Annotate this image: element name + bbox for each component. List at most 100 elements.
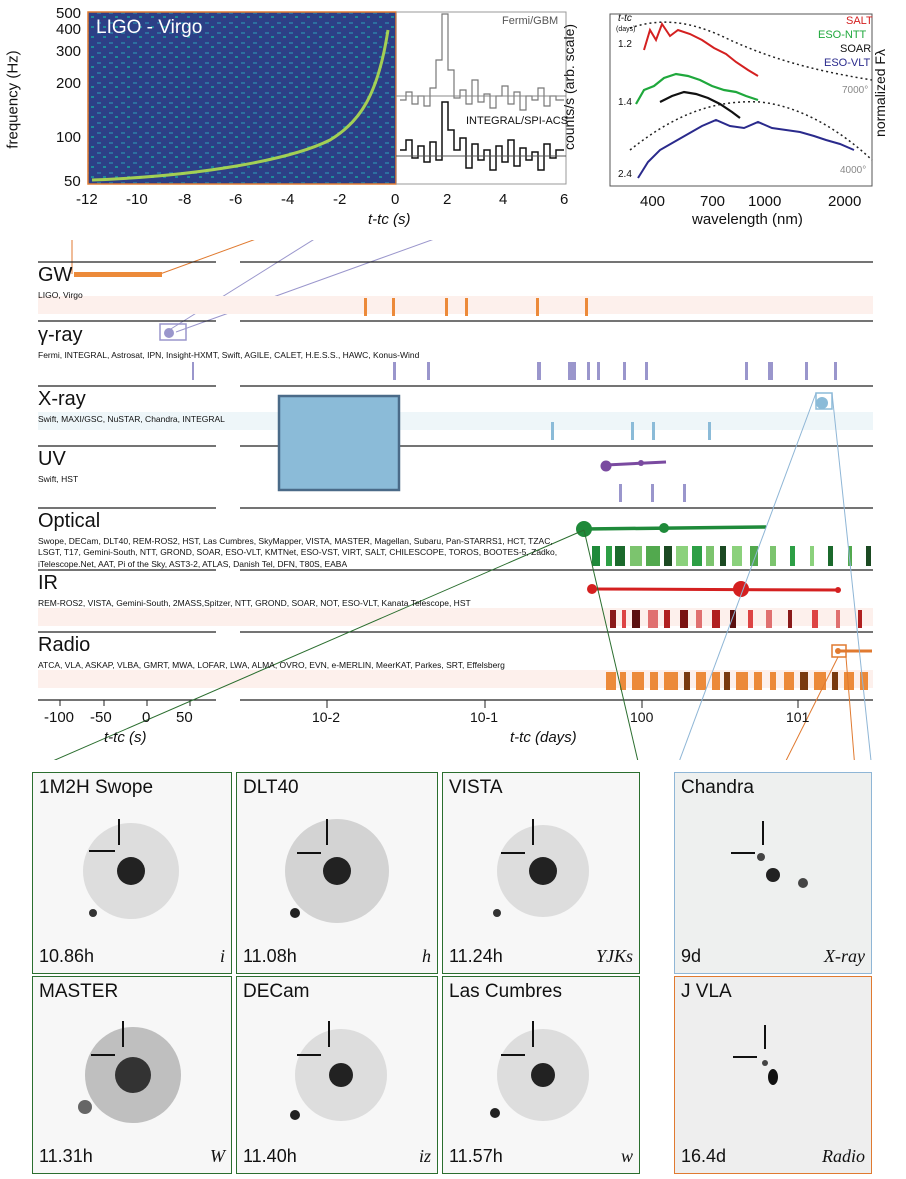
left-xtick: 50 xyxy=(176,709,193,726)
cutout-dlt40: DLT40 11.08h h xyxy=(236,772,438,974)
gamma-label-fermi: Fermi/GBM xyxy=(502,15,559,27)
temp-label: 7000° xyxy=(842,85,869,96)
ntt-spectrum xyxy=(635,72,759,105)
lane-name: γ-ray xyxy=(38,324,83,346)
gw-spectrogram-panel: LIGO - Virgo frequency (Hz) 500 400 300 … xyxy=(0,0,569,240)
gw-xtick: 0 xyxy=(391,191,400,208)
spectra-panel: t-tc (days) 1.2 1.4 2.4 SALT ESO-NTT SOA… xyxy=(600,0,906,240)
temp-label: 4000° xyxy=(840,165,867,176)
legend-vlt: ESO-VLT xyxy=(824,57,871,69)
cutout-filter: Radio xyxy=(822,1146,865,1166)
cutout-filter: YJKs xyxy=(595,946,633,966)
gw-xtick: 6 xyxy=(560,191,569,208)
cutout-label: J VLA xyxy=(681,981,732,1002)
lane-uv: UV Swift, HST xyxy=(38,448,78,485)
spectra-xtick: 400 xyxy=(640,193,666,210)
cutout-label: MASTER xyxy=(39,981,119,1002)
spectra-time: 1.4 xyxy=(618,97,632,108)
legend-salt: SALT xyxy=(846,15,873,27)
cutout-vla: J VLA 16.4d Radio xyxy=(674,976,872,1174)
cutout-filter: w xyxy=(620,1146,633,1166)
gw-ytick: 300 xyxy=(56,43,82,60)
lane-name: X-ray xyxy=(38,388,86,410)
gw-xlabel: t-tc (s) xyxy=(368,211,411,228)
cutout-label: Chandra xyxy=(681,777,754,798)
spectra-time: 1.2 xyxy=(618,39,632,50)
gw-ylabel: frequency (Hz) xyxy=(4,50,22,149)
cutout-time: 10.86h xyxy=(39,946,95,966)
cutout-label: 1M2H Swope xyxy=(39,777,154,798)
cutout-chandra: Chandra 9d X-ray xyxy=(674,772,872,974)
cutout-time: 11.24h xyxy=(449,946,503,966)
right-xtick: 100 xyxy=(630,709,654,725)
spectra-svg xyxy=(609,13,873,187)
right-xtick: 10-1 xyxy=(470,709,499,725)
lane-name: Radio xyxy=(38,634,91,656)
gw-xtick: -4 xyxy=(281,191,295,208)
cutout-filter: iz xyxy=(418,1146,431,1166)
lane-instruments: ATCA, VLA, ASKAP, VLBA, GMRT, MWA, LOFAR… xyxy=(38,660,505,670)
soar-spectrum xyxy=(659,90,741,119)
gw-xtick: 4 xyxy=(499,191,508,208)
spectra-xtick: 700 xyxy=(700,193,726,210)
legend-soar: SOAR xyxy=(840,43,872,55)
lane-radio: Radio ATCA, VLA, ASKAP, VLBA, GMRT, MWA,… xyxy=(38,634,558,671)
gw-detection-bar xyxy=(74,272,162,277)
cutout-filter: X-ray xyxy=(824,946,865,966)
spectra-time: 2.4 xyxy=(618,169,632,180)
gw-ytick: 100 xyxy=(56,129,82,146)
gamma-label-integral: INTEGRAL/SPI-ACS xyxy=(466,115,569,127)
lane-ir: IR REM-ROS2, VISTA, Gemini-South, 2MASS,… xyxy=(38,572,558,609)
gw-xtick: -6 xyxy=(229,191,243,208)
lane-instruments: Swift, MAXI/GSC, NuSTAR, Chandra, INTEGR… xyxy=(38,414,225,424)
spectra-time-unit: (days) xyxy=(616,26,636,33)
gamma-ylabel: counts/s (arb. scale) xyxy=(561,23,578,151)
lane-name: Optical xyxy=(38,510,101,532)
right-xlabel: t-tc (days) xyxy=(510,729,577,746)
spectra-time-header: t-tc xyxy=(618,13,632,24)
cutout-label: DECam xyxy=(243,981,310,1002)
gw-ytick: 400 xyxy=(56,21,82,38)
spectrogram-image xyxy=(87,11,397,185)
cutout-label: DLT40 xyxy=(243,777,299,798)
lane-instruments: Swope, DECam, DLT40, REM-ROS2, HST, Las … xyxy=(38,536,558,569)
lane-gw: GW LIGO, Virgo xyxy=(38,264,83,301)
cutout-filter: i xyxy=(219,946,225,966)
left-xtick: -100 xyxy=(44,709,75,726)
lane-optical: Optical Swope, DECam, DLT40, REM-ROS2, H… xyxy=(38,510,558,570)
lane-gamma: γ-ray Fermi, INTEGRAL, Astrosat, IPN, In… xyxy=(38,324,458,361)
lane-xray: X-ray Swift, MAXI/GSC, NuSTAR, Chandra, … xyxy=(38,388,225,425)
chirp-track xyxy=(91,29,390,182)
lane-name: UV xyxy=(38,448,66,470)
cutout-time: 9d xyxy=(681,946,702,966)
spectra-xlabel: wavelength (nm) xyxy=(692,211,803,228)
spectra-ylabel: normalized Fλ xyxy=(871,49,888,137)
lane-instruments: Fermi, INTEGRAL, Astrosat, IPN, Insight-… xyxy=(38,350,420,360)
lane-name: GW xyxy=(38,264,73,286)
salt-spectrum xyxy=(643,21,759,77)
xray-nondetection-box xyxy=(277,394,401,492)
right-xtick: 101 xyxy=(786,709,810,725)
timeline: GW LIGO, Virgo γ-ray Fermi, INTEGRAL, As… xyxy=(0,240,906,760)
gw-xtick: -2 xyxy=(333,191,347,208)
gw-xtick: -12 xyxy=(76,191,98,208)
gw-xtick: 2 xyxy=(443,191,452,208)
gw-xtick: -10 xyxy=(126,191,148,208)
cutout-time: 11.40h xyxy=(243,1146,297,1166)
cutout-time: 11.31h xyxy=(39,1146,93,1166)
gamma-lightcurve-panel: Fermi/GBM INTEGRAL/SPI-ACS counts/s (arb… xyxy=(395,0,578,190)
gw-ytick: 50 xyxy=(64,173,81,190)
gw-title: LIGO - Virgo xyxy=(96,17,203,38)
left-xlabel: t-tc (s) xyxy=(104,729,147,746)
cutout-master: MASTER 11.31h W xyxy=(32,976,232,1174)
left-xtick: -50 xyxy=(90,709,112,726)
right-xtick: 10-2 xyxy=(312,709,341,725)
spectra-xtick: 1000 xyxy=(748,193,782,210)
gw-spectrogram-svg xyxy=(87,11,397,185)
lane-instruments: LIGO, Virgo xyxy=(38,290,83,300)
cutout-lascumbres: Las Cumbres 11.57h w xyxy=(442,976,640,1174)
lane-instruments: Swift, HST xyxy=(38,474,79,484)
vlt-spectrum xyxy=(637,118,855,179)
cutout-time: 11.08h xyxy=(243,946,297,966)
cutout-filter: h xyxy=(422,946,431,966)
